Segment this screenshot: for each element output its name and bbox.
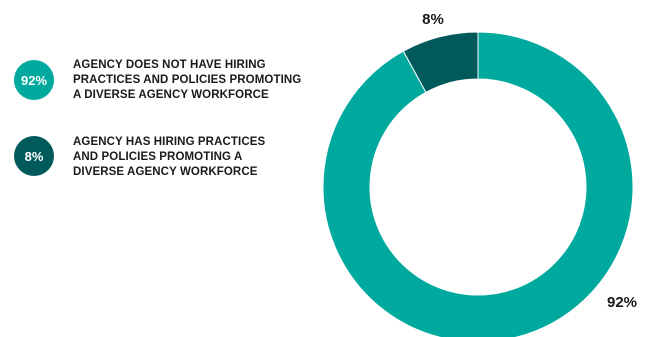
legend-badge-no-policies: 92%: [14, 60, 54, 100]
slice-has-policies: [402, 31, 479, 94]
data-label-8: 8%: [422, 11, 444, 28]
data-label-92: 92%: [607, 294, 637, 311]
legend-label-has-policies: AGENCY HAS HIRING PRACTICES AND POLICIES…: [73, 136, 266, 178]
donut-slices: [322, 31, 634, 337]
slice-no-policies: [322, 31, 634, 337]
legend-label-no-policies: AGENCY DOES NOT HAVE HIRING PRACTICES AN…: [73, 59, 302, 101]
legend-badge-has-policies: 8%: [14, 136, 54, 176]
